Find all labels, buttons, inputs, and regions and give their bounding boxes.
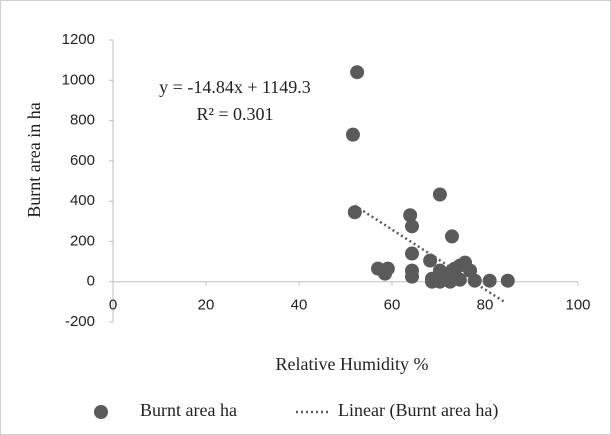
y-tick-label: 800 — [70, 112, 95, 129]
y-tick-label: 200 — [70, 232, 95, 249]
data-point — [404, 246, 419, 261]
y-tick-label: 1200 — [62, 31, 95, 48]
data-point — [444, 229, 459, 244]
legend-marker — [94, 405, 108, 419]
data-point — [443, 274, 458, 289]
r-squared: R² = 0.301 — [196, 104, 273, 124]
x-tick-label: 100 — [565, 297, 590, 314]
x-tick-label: 80 — [477, 297, 494, 314]
data-point — [345, 127, 360, 142]
x-tick-label: 0 — [109, 297, 117, 314]
y-tick-label: 600 — [70, 152, 95, 169]
data-point — [482, 273, 497, 288]
y-tick-label: 1000 — [62, 71, 95, 88]
x-tick-label: 40 — [291, 297, 308, 314]
x-axis-title: Relative Humidity % — [276, 354, 429, 374]
trend-equation: y = -14.84x + 1149.3 — [159, 77, 311, 97]
data-point — [432, 187, 447, 202]
data-point — [423, 253, 438, 268]
legend-label: Burnt area ha — [140, 400, 237, 420]
y-tick-label: -200 — [65, 313, 95, 330]
y-tick-label: 0 — [87, 273, 95, 290]
x-tick-label: 60 — [384, 297, 401, 314]
data-point — [404, 219, 419, 234]
legend-label: Linear (Burnt area ha) — [338, 400, 498, 421]
x-tick-label: 20 — [198, 297, 215, 314]
y-axis-title: Burnt area in ha — [24, 102, 44, 217]
data-point — [350, 65, 365, 80]
data-point — [403, 208, 418, 223]
data-point — [347, 205, 362, 220]
data-point — [378, 266, 393, 281]
data-point — [500, 273, 515, 288]
data-point — [424, 274, 439, 289]
y-tick-label: 400 — [70, 192, 95, 209]
data-point — [404, 269, 419, 284]
data-point — [467, 273, 482, 288]
